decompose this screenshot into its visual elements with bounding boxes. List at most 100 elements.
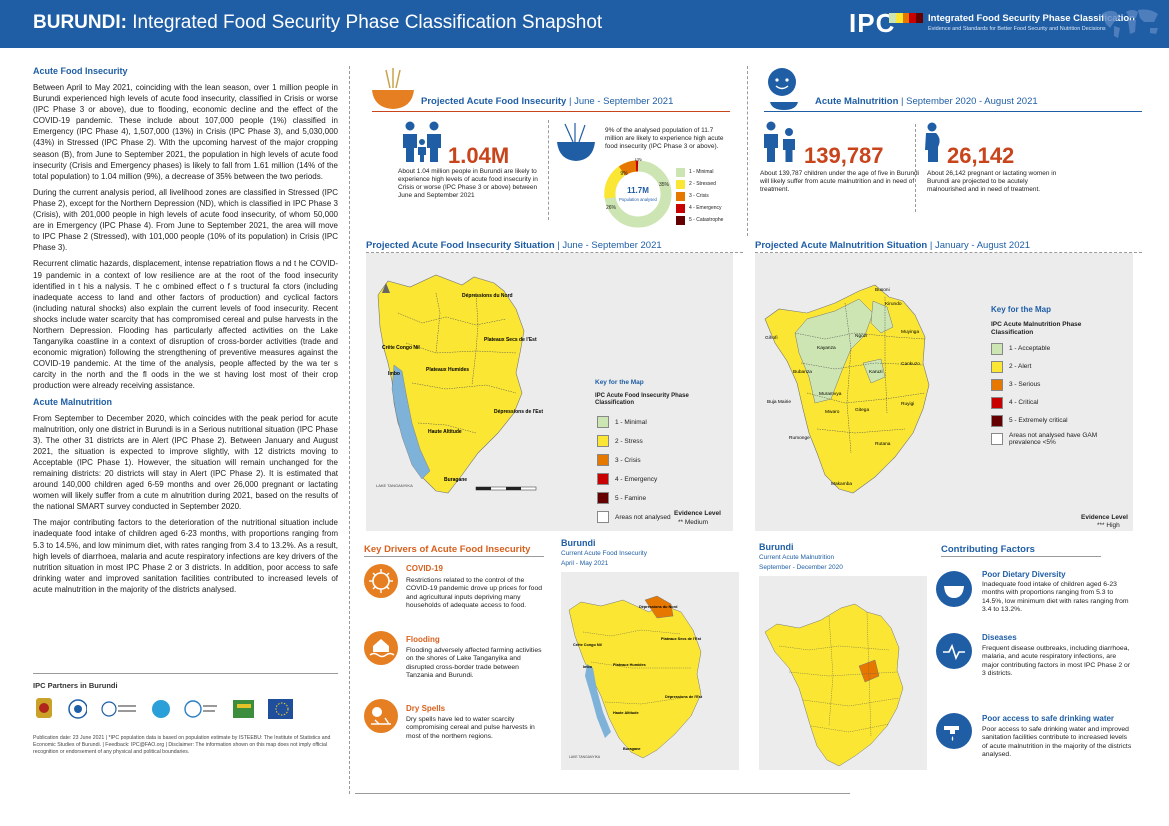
svg-text:Haute Altitude: Haute Altitude [613, 711, 639, 715]
driver-1-title: COVID-19 [406, 564, 443, 573]
am-divider [915, 124, 916, 212]
map1-burundi-map: Dépressions du Nord Crête Congo Nil Plat… [376, 274, 543, 494]
am-children-number: 139,787 [804, 143, 884, 168]
food-bowl-icon [372, 68, 414, 109]
child-bowl-icon [768, 68, 798, 110]
column-divider-1 [349, 66, 350, 794]
svg-text:Imbo: Imbo [388, 371, 400, 377]
current-fi-map: Dépressions du Nord Plateaux Secs de l'E… [568, 595, 703, 759]
factor-3-text: Poor access to safe drinking water and i… [982, 726, 1132, 759]
current-am-country: Burundi [759, 542, 794, 552]
current-am-map [764, 603, 904, 767]
current-am-subtitle: Current Acute Malnutrition [759, 554, 835, 561]
driver-2-text: Flooding adversely affected farming acti… [406, 647, 542, 680]
svg-text:Plateaux Secs de l'Est: Plateaux Secs de l'Est [661, 637, 702, 641]
map2-evidence-title: Evidence Level [1081, 514, 1128, 521]
wfp-logo [184, 700, 217, 718]
driver-3-title: Dry Spells [406, 704, 446, 713]
flooding-icon [364, 631, 398, 665]
svg-text:Bubanza: Bubanza [793, 369, 812, 375]
svg-text:Gitega: Gitega [855, 407, 869, 413]
factor-1-title: Poor Dietary Diversity [982, 570, 1066, 579]
left-column: Acute Food Insecurity Between April to M… [33, 66, 338, 600]
current-fi-country: Burundi [561, 538, 596, 548]
svg-text:Rutana: Rutana [875, 441, 891, 447]
header-banner: BURUNDI: Integrated Food Security Phase … [0, 0, 1169, 48]
driver-2-title: Flooding [406, 635, 440, 644]
map1-key-title: Key for the Map [595, 379, 644, 386]
map1-evidence-title: Evidence Level [674, 510, 721, 517]
factors-headline: Contributing Factors [941, 544, 1035, 555]
svg-text:Crête Congo Nil: Crête Congo Nil [573, 643, 602, 647]
factors-underline [941, 556, 1101, 557]
am-paragraph-2: The major contributing factors to the de… [33, 518, 338, 594]
afi-paragraph-3: Recurrent climatic hazards, displacement… [33, 259, 338, 391]
svg-text:Buragane: Buragane [623, 747, 641, 751]
factor-2-text: Frequent disease outbreaks, including di… [982, 645, 1131, 678]
mother-child-icon [764, 121, 795, 162]
population-donut-chart: 11.7M Population analysed 1% 9% 26% 35% [604, 158, 672, 228]
svg-text:Dépressions du Nord: Dépressions du Nord [639, 605, 678, 609]
afi-paragraph-2: During the current analysis period, all … [33, 187, 338, 253]
map2-key-title: Key for the Map [991, 305, 1052, 314]
svg-text:LAKE TANGANYIKA: LAKE TANGANYIKA [376, 483, 413, 488]
map2-legend: 1 - Acceptable 2 - Alert 3 - Serious 4 -… [991, 341, 1119, 449]
world-map-icon [1102, 9, 1158, 38]
drivers-underline [364, 556, 544, 557]
am-heading: Acute Malnutrition [33, 396, 112, 407]
svg-text:LAKE TANGANYIKA: LAKE TANGANYIKA [569, 755, 601, 759]
donut-sub: Population analysed [619, 197, 657, 202]
am-children-desc: About 139,787 children under the age of … [760, 170, 920, 193]
footer-note: Publication date: 23 June 2021 | *IPC po… [33, 735, 331, 755]
unicef-logo [152, 700, 171, 718]
driver-3-text: Dry spells have led to water scarcity co… [406, 716, 535, 740]
pfi-big-number: 1.04M [448, 143, 510, 168]
svg-text:Dépressions de l'Est: Dépressions de l'Est [494, 409, 543, 415]
map1-headline: Projected Acute Food Insecurity Situatio… [366, 240, 662, 251]
svg-text:Karuzi: Karuzi [869, 369, 883, 375]
donut-label-3: 26% [606, 205, 617, 211]
afi-paragraph-1: Between April to May 2021, coinciding wi… [33, 83, 338, 181]
eu-flag-icon [267, 699, 293, 719]
map2-underline [755, 252, 1142, 253]
svg-text:Muyinga: Muyinga [901, 329, 919, 335]
current-am-panel [759, 576, 927, 770]
donut-label-4: 35% [659, 182, 670, 188]
dry-spell-icon [364, 699, 398, 733]
am-underline [764, 111, 1142, 112]
svg-text:Kirundo: Kirundo [885, 301, 902, 307]
svg-text:Busoni: Busoni [875, 287, 890, 293]
map1-panel: Dépressions du Nord Crête Congo Nil Plat… [366, 253, 733, 531]
family-icon [403, 121, 441, 162]
water-tap-icon [936, 713, 972, 749]
map2-class-title: IPC Acute Malnutrition Phase Classificat… [991, 321, 1082, 336]
page-title: BURUNDI: Integrated Food Security Phase … [33, 12, 603, 33]
burundi-emblem-icon [36, 698, 52, 718]
pfi-headline: Projected Acute Food Insecurity | June -… [421, 96, 674, 107]
am-headline: Acute Malnutrition | September 2020 - Au… [815, 96, 1038, 107]
driver-1-text: Restrictions related to the control of t… [406, 577, 543, 610]
svg-text:Buragane: Buragane [444, 477, 467, 483]
map1-legend: 1 - Minimal 2 - Stress 3 - Crisis 4 - Em… [597, 414, 671, 528]
svg-text:Makamba: Makamba [831, 481, 852, 487]
svg-text:Imbo: Imbo [583, 665, 593, 669]
svg-text:Cankuzo: Cankuzo [901, 361, 920, 367]
svg-text:Plateaux Humides: Plateaux Humides [613, 663, 646, 667]
covid-icon [364, 564, 398, 598]
svg-text:Plateaux Secs de l'Est: Plateaux Secs de l'Est [484, 337, 537, 343]
ipc-logo: IPC [849, 8, 896, 38]
map1-underline [366, 252, 743, 253]
eu-partner-icon [68, 699, 87, 719]
divider [33, 673, 338, 674]
factor-2-title: Diseases [982, 633, 1017, 642]
current-am-period: September - December 2020 [759, 564, 843, 571]
ipc-name: Integrated Food Security Phase Classific… [928, 13, 1135, 24]
svg-text:Haute Altitude: Haute Altitude [428, 429, 462, 435]
svg-text:Rumonge: Rumonge [789, 435, 810, 441]
svg-text:Ruyigi: Ruyigi [901, 401, 914, 407]
map1-class-title: IPC Acute Food Insecurity Phase Classifi… [595, 393, 689, 406]
column-divider-2 [747, 66, 748, 236]
partners-heading: IPC Partners in Burundi [33, 681, 118, 690]
svg-text:Dépressions de l'Est: Dépressions de l'Est [665, 695, 703, 699]
svg-text:Buja Mairie: Buja Mairie [767, 399, 791, 405]
